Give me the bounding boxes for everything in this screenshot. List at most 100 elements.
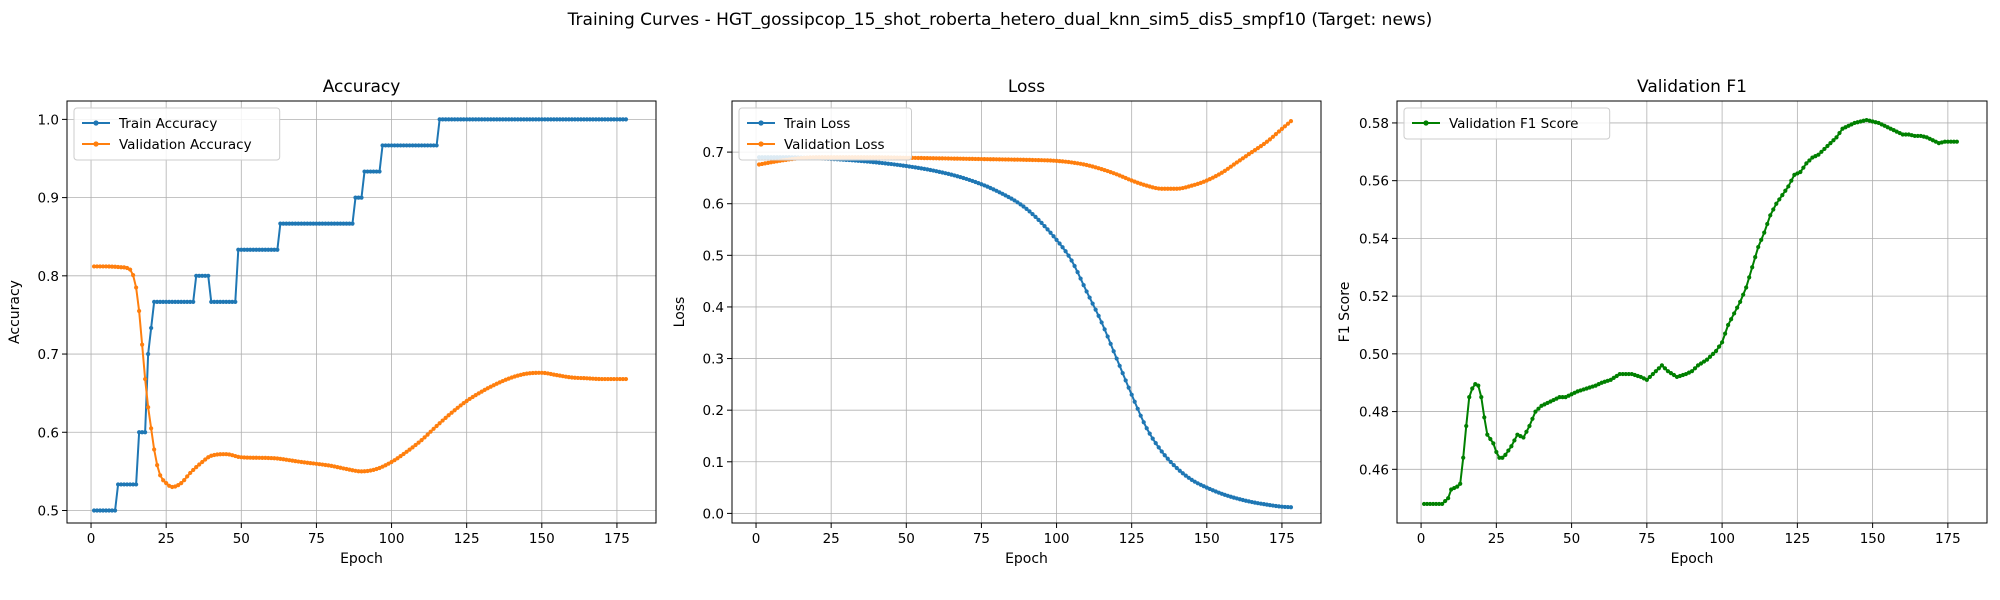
data-point-train-accuracy bbox=[115, 482, 121, 487]
data-point-validation-accuracy bbox=[455, 405, 460, 410]
data-point-validation-accuracy bbox=[197, 462, 202, 467]
data-point-train-accuracy bbox=[611, 117, 617, 122]
data-point-validation-f1-score bbox=[1707, 354, 1713, 359]
data-point-validation-f1-score bbox=[1780, 193, 1785, 198]
data-point-validation-accuracy bbox=[425, 432, 430, 437]
data-point-train-accuracy bbox=[191, 299, 196, 304]
y-tick-label: 0.9 bbox=[38, 191, 59, 207]
data-point-validation-f1-score bbox=[1801, 165, 1806, 170]
data-point-train-loss bbox=[1081, 283, 1086, 288]
data-point-validation-loss bbox=[1009, 157, 1014, 162]
data-point-train-accuracy bbox=[545, 117, 550, 122]
data-point-validation-accuracy bbox=[257, 455, 262, 460]
data-point-train-accuracy bbox=[419, 143, 424, 148]
data-point-train-accuracy bbox=[515, 117, 520, 122]
data-point-train-accuracy bbox=[539, 117, 544, 122]
legend-label: Validation Loss bbox=[784, 137, 885, 153]
data-point-validation-f1-score bbox=[1611, 375, 1616, 381]
data-point-validation-accuracy bbox=[118, 265, 124, 270]
data-point-validation-f1-score bbox=[1530, 416, 1535, 421]
data-point-validation-accuracy bbox=[392, 458, 397, 463]
data-point-train-accuracy bbox=[140, 430, 145, 435]
data-point-validation-accuracy bbox=[164, 481, 169, 486]
data-point-validation-accuracy bbox=[356, 469, 361, 474]
data-point-train-accuracy bbox=[329, 221, 334, 226]
data-point-train-accuracy bbox=[320, 221, 325, 226]
data-point-train-loss bbox=[1135, 406, 1140, 411]
data-point-validation-f1-score bbox=[1506, 448, 1511, 453]
data-point-train-accuracy bbox=[170, 299, 175, 304]
data-point-validation-accuracy bbox=[91, 264, 97, 269]
x-tick-label: 25 bbox=[1488, 531, 1505, 547]
y-axis-label: Loss bbox=[672, 297, 688, 328]
data-point-train-accuracy bbox=[137, 430, 142, 435]
data-point-train-accuracy bbox=[350, 221, 355, 226]
data-point-validation-f1-score bbox=[1421, 501, 1427, 507]
data-point-train-accuracy bbox=[359, 195, 364, 200]
subplot-title: Accuracy bbox=[323, 77, 401, 97]
data-point-validation-f1-score bbox=[1747, 275, 1752, 280]
data-point-validation-f1-score bbox=[1704, 357, 1710, 362]
data-point-train-accuracy bbox=[428, 143, 433, 148]
data-point-train-accuracy bbox=[620, 117, 626, 122]
data-point-train-accuracy bbox=[575, 117, 580, 122]
data-point-validation-accuracy bbox=[578, 375, 583, 381]
data-point-validation-accuracy bbox=[590, 376, 595, 381]
data-point-train-accuracy bbox=[560, 117, 565, 122]
data-point-validation-f1-score bbox=[1765, 221, 1770, 227]
x-tick-label: 175 bbox=[1269, 531, 1295, 547]
data-point-validation-f1-score bbox=[1942, 139, 1947, 144]
legend: Train Accuracy Validation Accuracy bbox=[73, 107, 281, 161]
data-point-train-loss bbox=[1087, 295, 1092, 300]
data-point-validation-loss bbox=[922, 155, 927, 161]
data-point-train-accuracy bbox=[257, 247, 262, 252]
x-tick-label: 0 bbox=[752, 531, 761, 547]
data-point-train-loss bbox=[1027, 209, 1032, 214]
y-tick-label: 0.6 bbox=[38, 425, 59, 441]
y-axis-label: Accuracy bbox=[7, 280, 23, 344]
data-point-validation-f1-score bbox=[1756, 244, 1761, 250]
data-point-train-accuracy bbox=[347, 221, 352, 226]
data-point-train-loss bbox=[1117, 363, 1122, 368]
data-point-validation-f1-score bbox=[1467, 395, 1472, 400]
data-point-validation-f1-score bbox=[1488, 436, 1493, 442]
data-point-validation-f1-score bbox=[1659, 363, 1664, 368]
data-point-train-loss bbox=[1012, 198, 1017, 203]
data-point-validation-f1-score bbox=[1461, 455, 1466, 460]
data-point-validation-f1-score bbox=[1729, 317, 1734, 322]
data-point-train-accuracy bbox=[374, 169, 379, 174]
data-point-validation-f1-score bbox=[1491, 441, 1496, 446]
data-point-validation-accuracy bbox=[449, 410, 454, 415]
data-point-validation-loss bbox=[919, 155, 924, 161]
data-point-train-accuracy bbox=[260, 247, 265, 252]
data-point-validation-f1-score bbox=[1768, 213, 1773, 218]
data-point-validation-f1-score bbox=[1738, 299, 1743, 304]
x-tick-label: 125 bbox=[1784, 531, 1810, 547]
data-point-train-accuracy bbox=[605, 117, 611, 122]
data-point-validation-loss bbox=[1030, 157, 1035, 163]
data-point-validation-f1-score bbox=[1750, 265, 1755, 270]
data-point-train-accuracy bbox=[290, 221, 295, 226]
data-point-train-loss bbox=[1177, 468, 1182, 473]
data-point-train-loss bbox=[1162, 453, 1167, 458]
data-point-validation-f1-score bbox=[1644, 377, 1649, 382]
data-point-validation-loss bbox=[1225, 166, 1230, 171]
data-point-validation-f1-score bbox=[1671, 372, 1677, 378]
data-point-train-accuracy bbox=[512, 117, 517, 122]
data-point-train-accuracy bbox=[317, 221, 322, 226]
legend-marker bbox=[93, 120, 99, 126]
x-tick-label: 100 bbox=[1709, 531, 1735, 547]
data-point-validation-accuracy bbox=[398, 454, 403, 459]
data-point-validation-f1-score bbox=[1807, 158, 1812, 163]
data-point-train-loss bbox=[1108, 341, 1113, 346]
data-point-validation-accuracy bbox=[452, 408, 457, 413]
data-point-validation-f1-score bbox=[1903, 132, 1908, 137]
data-point-train-accuracy bbox=[284, 221, 289, 226]
legend-marker bbox=[758, 120, 764, 126]
x-tick-label: 50 bbox=[233, 531, 250, 547]
data-point-validation-f1-score bbox=[1503, 452, 1508, 457]
data-point-train-loss bbox=[1042, 223, 1047, 229]
data-point-train-accuracy bbox=[362, 169, 367, 174]
data-point-train-loss bbox=[1180, 471, 1185, 476]
data-point-validation-accuracy bbox=[440, 418, 445, 423]
